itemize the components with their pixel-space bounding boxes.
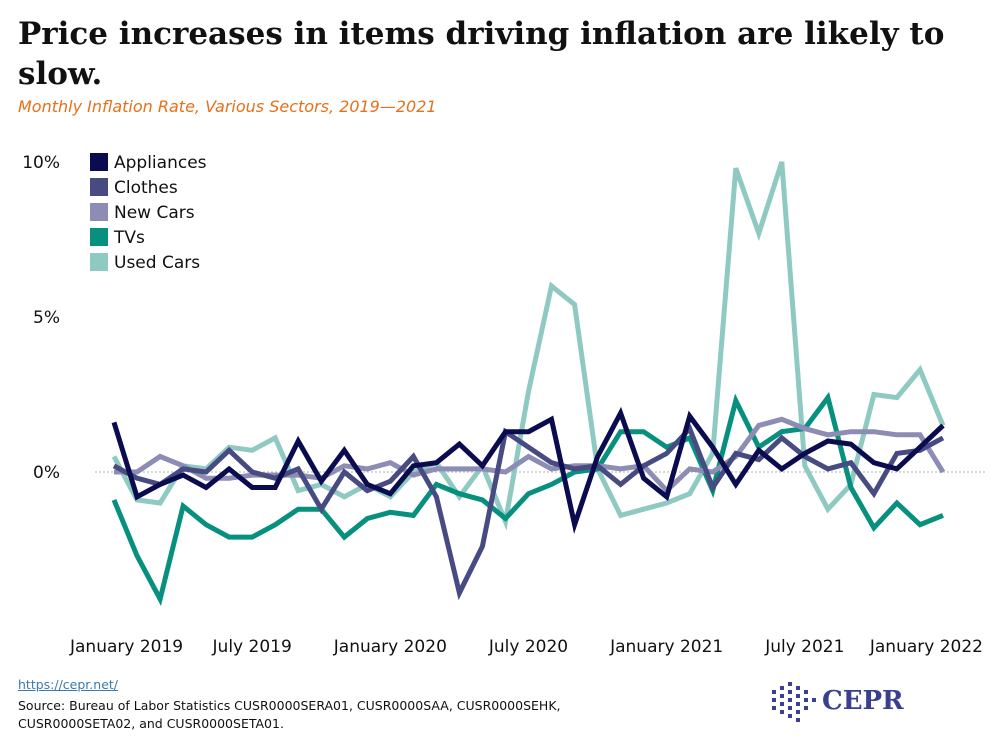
series-line-new-cars: [114, 416, 946, 495]
cepr-link[interactable]: https://cepr.net/: [18, 677, 118, 692]
x-tick-label: January 2022: [869, 637, 983, 657]
cepr-logo-text: CEPR: [822, 686, 904, 716]
chart-subtitle: Monthly Inflation Rate, Various Sectors,…: [18, 97, 437, 116]
legend-label: TVs: [113, 228, 145, 248]
x-axis: January 2019 July 2019 January 2020 July 20…: [69, 637, 983, 657]
legend-swatch: [90, 253, 108, 271]
cepr-logo-icon: [772, 682, 816, 722]
legend-label: Used Cars: [114, 253, 200, 273]
y-axis: 0% 5% 10%: [22, 153, 60, 483]
line-chart: 0% 5% 10% January 2019 July 2019 January 202…: [22, 153, 985, 657]
x-tick-label: July 2021: [764, 637, 844, 657]
legend-label: Clothes: [114, 178, 178, 198]
cepr-logo: CEPR: [770, 680, 910, 724]
series-line-appliances: [111, 406, 945, 535]
legend-swatch: [90, 203, 108, 221]
series-lines: [111, 161, 946, 607]
series-line-tvs: [111, 391, 944, 607]
legend-swatch: [90, 153, 108, 171]
series-line-clothes: [112, 423, 945, 601]
source-note: Source: Bureau of Labor Statistics CUSR0…: [18, 698, 561, 731]
legend-swatch: [90, 178, 108, 196]
y-tick-label: 5%: [33, 308, 60, 328]
legend-label: New Cars: [114, 203, 195, 223]
chart-title: Price increases in items driving inflati…: [18, 16, 945, 92]
y-tick-label: 10%: [22, 153, 60, 173]
y-tick-label: 0%: [33, 463, 60, 483]
legend-swatch: [90, 228, 108, 246]
legend: Appliances Clothes New Cars TVs Used Cars: [90, 153, 207, 273]
x-tick-label: January 2021: [609, 637, 723, 657]
series-line-used-cars: [111, 161, 946, 531]
x-tick-label: January 2020: [333, 637, 447, 657]
legend-label: Appliances: [114, 153, 207, 173]
x-tick-label: January 2019: [69, 637, 183, 657]
x-tick-label: July 2019: [212, 637, 292, 657]
x-tick-label: July 2020: [488, 637, 568, 657]
